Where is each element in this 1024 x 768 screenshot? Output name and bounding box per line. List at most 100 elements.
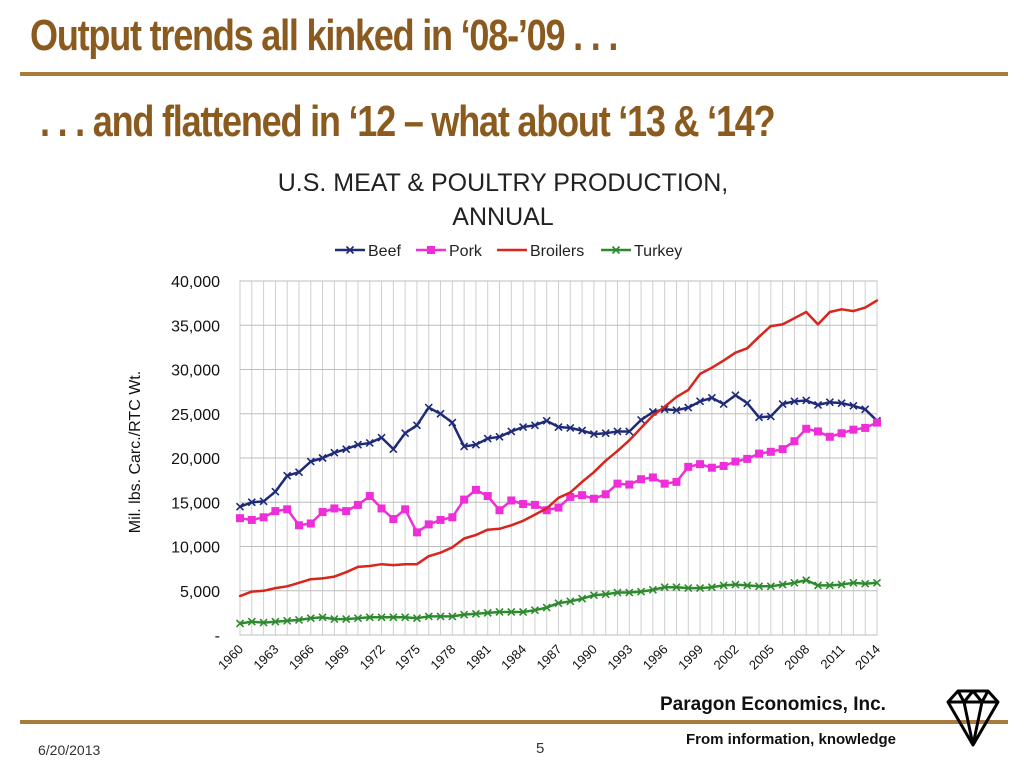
x-tick-label: 2005 [746,642,777,673]
data-point [557,496,560,500]
data-point [790,578,799,587]
x-tick-label: 1960 [215,642,246,673]
y-tick-label: 25,000 [171,407,220,424]
data-point [816,323,820,326]
data-point [297,581,301,584]
data-point [592,470,596,474]
data-point [825,581,834,590]
data-point [309,578,312,581]
data-point [837,399,846,408]
data-point [448,612,457,621]
x-tick-label: 1963 [250,642,281,673]
data-point [554,503,563,512]
data-point [637,475,646,484]
data-point [589,430,598,439]
data-point [793,316,796,320]
data-point [542,506,551,515]
data-point [471,440,480,449]
data-point [545,507,548,510]
y-tick-label: - [215,628,220,645]
data-point [802,576,811,585]
x-tick-label: 1981 [463,642,494,673]
data-point [660,583,669,592]
data-point [424,403,433,412]
series-beef [235,391,882,511]
data-point [247,617,256,626]
title-divider [20,72,1008,76]
series-turkey [235,576,882,628]
data-point [389,613,398,622]
data-point [238,594,242,598]
data-point [731,391,740,400]
chart-title-line-2: ANNUAL [452,203,554,231]
data-point [377,433,386,442]
data-point [271,487,280,496]
data-point [271,507,280,516]
data-point [613,588,622,597]
data-point [259,513,268,522]
data-point [427,555,430,558]
data-point [852,309,855,313]
x-tick-label: 1987 [534,642,565,673]
data-point [542,416,551,425]
data-point [353,440,363,449]
chart-legend: Beef Pork Broilers Turkey [335,243,682,260]
y-axis-label: Mil. lbs. Carc./RTC Wt. [127,371,144,533]
data-point [412,614,422,623]
data-point [306,614,315,623]
data-point [813,581,823,590]
data-point [415,563,419,566]
data-point [790,397,799,406]
data-point [318,613,327,622]
data-point [389,445,398,454]
x-tick-label: 1969 [321,642,352,673]
legend-item-pork: Pork [416,243,483,260]
x-tick-label: 1999 [675,642,706,673]
data-point [365,613,374,622]
x-tick-label: 1975 [392,642,423,673]
data-point [684,584,693,593]
data-point [554,599,563,608]
data-point [380,563,383,566]
data-point [578,491,587,500]
data-point [436,409,445,418]
data-point [660,479,669,488]
legend-label: Beef [368,243,401,260]
legend-marker [611,245,621,255]
data-point [436,612,445,621]
legend-item-broilers: Broilers [497,243,584,260]
data-point [483,434,492,443]
data-point [401,505,410,514]
data-point [578,594,587,603]
data-point [861,423,870,432]
data-point [519,500,528,509]
data-point [530,500,539,509]
data-point [601,590,610,599]
x-tick-label: 1993 [604,642,635,673]
data-point [377,613,386,622]
data-point [628,439,631,442]
data-point [510,524,513,527]
data-point [695,584,705,593]
data-point [743,399,752,408]
data-point [306,519,315,528]
data-point [342,615,351,624]
data-point [460,442,469,451]
data-point [321,577,324,580]
data-point [613,427,622,436]
x-tick-label: 2011 [817,642,847,672]
y-axis-ticks: - 5,000 10,000 15,000 20,000 25,000 30,000 35,0… [171,274,220,645]
y-tick-label: 20,000 [171,451,220,468]
data-point [707,583,716,592]
data-point [672,583,681,592]
data-point [837,580,846,589]
data-point [283,505,292,514]
data-point [236,514,244,523]
data-point [460,610,469,619]
data-point [448,513,457,522]
company-name: Paragon Economics, Inc. [660,694,886,715]
data-point [271,617,280,626]
data-point [840,308,843,311]
data-point [542,603,551,612]
data-point [471,485,480,494]
